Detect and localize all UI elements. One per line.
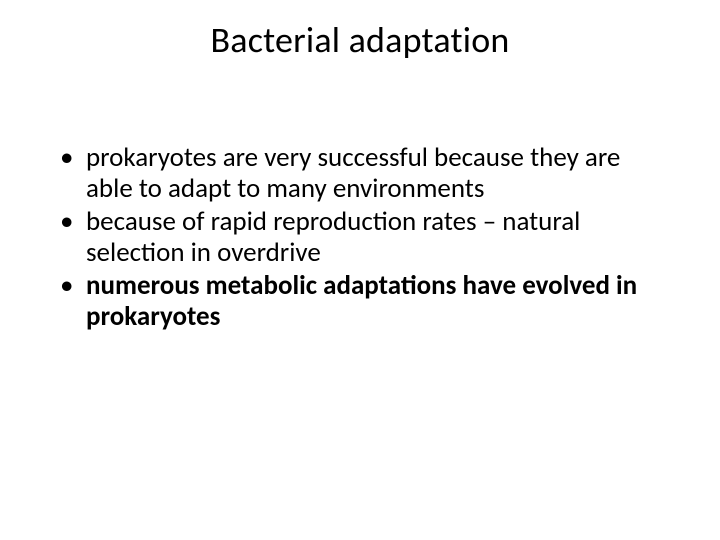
bullet-item: numerous metabolic adaptations have evol… [60,270,670,332]
slide-title: Bacterial adaptation [40,18,680,62]
bullet-list: prokaryotes are very successful because … [40,142,680,332]
bullet-item: prokaryotes are very successful because … [60,142,670,204]
bullet-text: prokaryotes are very successful because … [86,141,620,205]
bullet-item: because of rapid reproduction rates – na… [60,206,670,268]
slide: Bacterial adaptation prokaryotes are ver… [0,0,720,540]
bullet-text: because of rapid reproduction rates – na… [86,205,580,269]
bullet-text: numerous metabolic adaptations have evol… [86,269,637,333]
